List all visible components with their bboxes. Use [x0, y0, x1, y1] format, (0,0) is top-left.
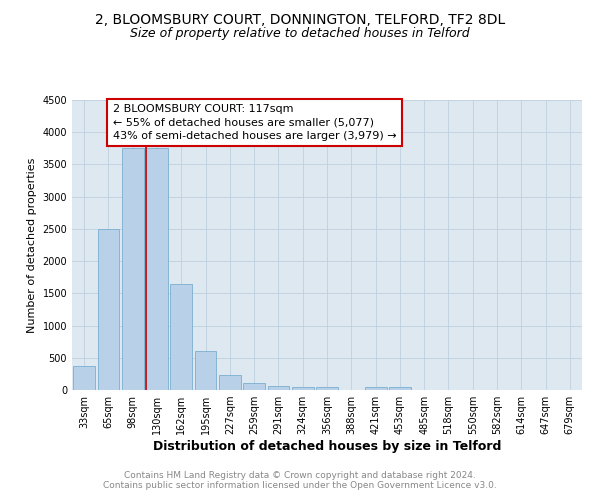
Bar [365, 387, 386, 390]
Bar [243, 383, 265, 390]
Bar [122, 148, 143, 390]
Text: 2 BLOOMSBURY COURT: 117sqm
← 55% of detached houses are smaller (5,077)
43% of s: 2 BLOOMSBURY COURT: 117sqm ← 55% of deta… [113, 104, 397, 141]
Bar [389, 387, 411, 390]
Bar [219, 374, 241, 390]
Text: Size of property relative to detached houses in Telford: Size of property relative to detached ho… [130, 28, 470, 40]
Text: Contains HM Land Registry data © Crown copyright and database right 2024.
Contai: Contains HM Land Registry data © Crown c… [103, 470, 497, 490]
Bar [268, 386, 289, 390]
X-axis label: Distribution of detached houses by size in Telford: Distribution of detached houses by size … [153, 440, 501, 453]
Y-axis label: Number of detached properties: Number of detached properties [27, 158, 37, 332]
Bar [146, 148, 168, 390]
Bar [194, 352, 217, 390]
Bar [170, 284, 192, 390]
Bar [97, 229, 119, 390]
Bar [316, 387, 338, 390]
Text: 2, BLOOMSBURY COURT, DONNINGTON, TELFORD, TF2 8DL: 2, BLOOMSBURY COURT, DONNINGTON, TELFORD… [95, 12, 505, 26]
Bar [73, 366, 95, 390]
Bar [292, 387, 314, 390]
